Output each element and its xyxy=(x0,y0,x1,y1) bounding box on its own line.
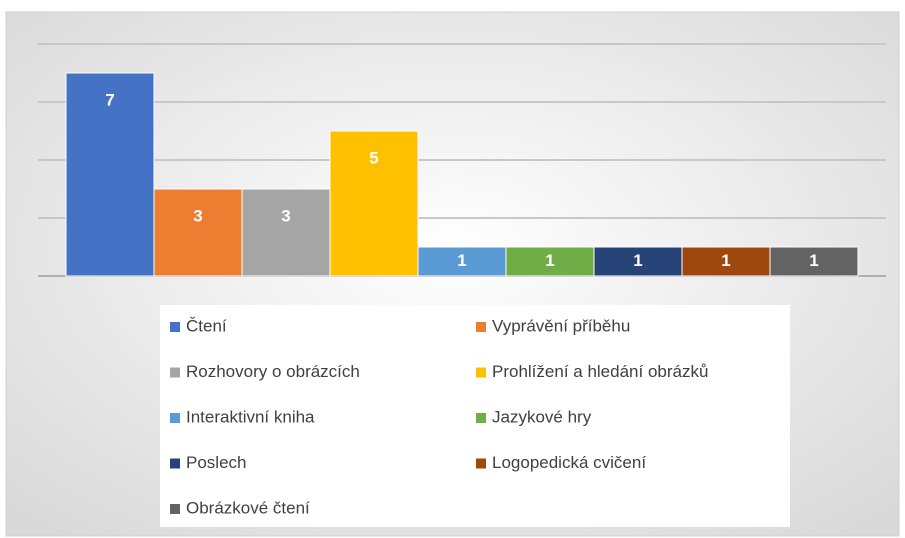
data-label: 1 xyxy=(457,251,466,270)
bar xyxy=(769,246,859,277)
legend-label: Vyprávění příběhu xyxy=(492,316,630,335)
legend-label: Prohlížení a hledání obrázků xyxy=(492,362,708,381)
legend-box xyxy=(160,305,790,527)
legend-swatch xyxy=(476,413,486,423)
legend-swatch xyxy=(170,504,180,514)
bar xyxy=(681,246,771,277)
data-label: 1 xyxy=(721,251,730,270)
data-label: 3 xyxy=(281,206,290,225)
legend-label: Jazykové hry xyxy=(492,407,592,426)
legend-swatch xyxy=(170,367,180,378)
legend-swatch xyxy=(170,413,180,423)
legend-swatch xyxy=(476,367,486,378)
bar xyxy=(65,72,155,277)
legend-label: Obrázkové čtení xyxy=(186,498,310,517)
data-label: 7 xyxy=(105,90,114,109)
data-label: 3 xyxy=(193,206,202,225)
legend-swatch xyxy=(170,322,180,332)
data-label: 1 xyxy=(809,251,818,270)
bar xyxy=(241,188,331,277)
data-label: 5 xyxy=(369,148,378,167)
legend-swatch xyxy=(476,458,486,469)
legend-label: Interaktivní kniha xyxy=(186,407,315,426)
data-label: 1 xyxy=(633,251,642,270)
legend-label: Čtení xyxy=(186,316,227,335)
bar xyxy=(329,130,419,277)
bar xyxy=(593,246,683,277)
bar xyxy=(153,188,243,277)
legend-label: Logopedická cvičení xyxy=(492,453,646,472)
legend-swatch xyxy=(476,322,486,332)
data-label: 1 xyxy=(545,251,554,270)
legend-label: Rozhovory o obrázcích xyxy=(186,362,360,381)
legend-label: Poslech xyxy=(186,453,246,472)
legend-swatch xyxy=(170,458,180,469)
